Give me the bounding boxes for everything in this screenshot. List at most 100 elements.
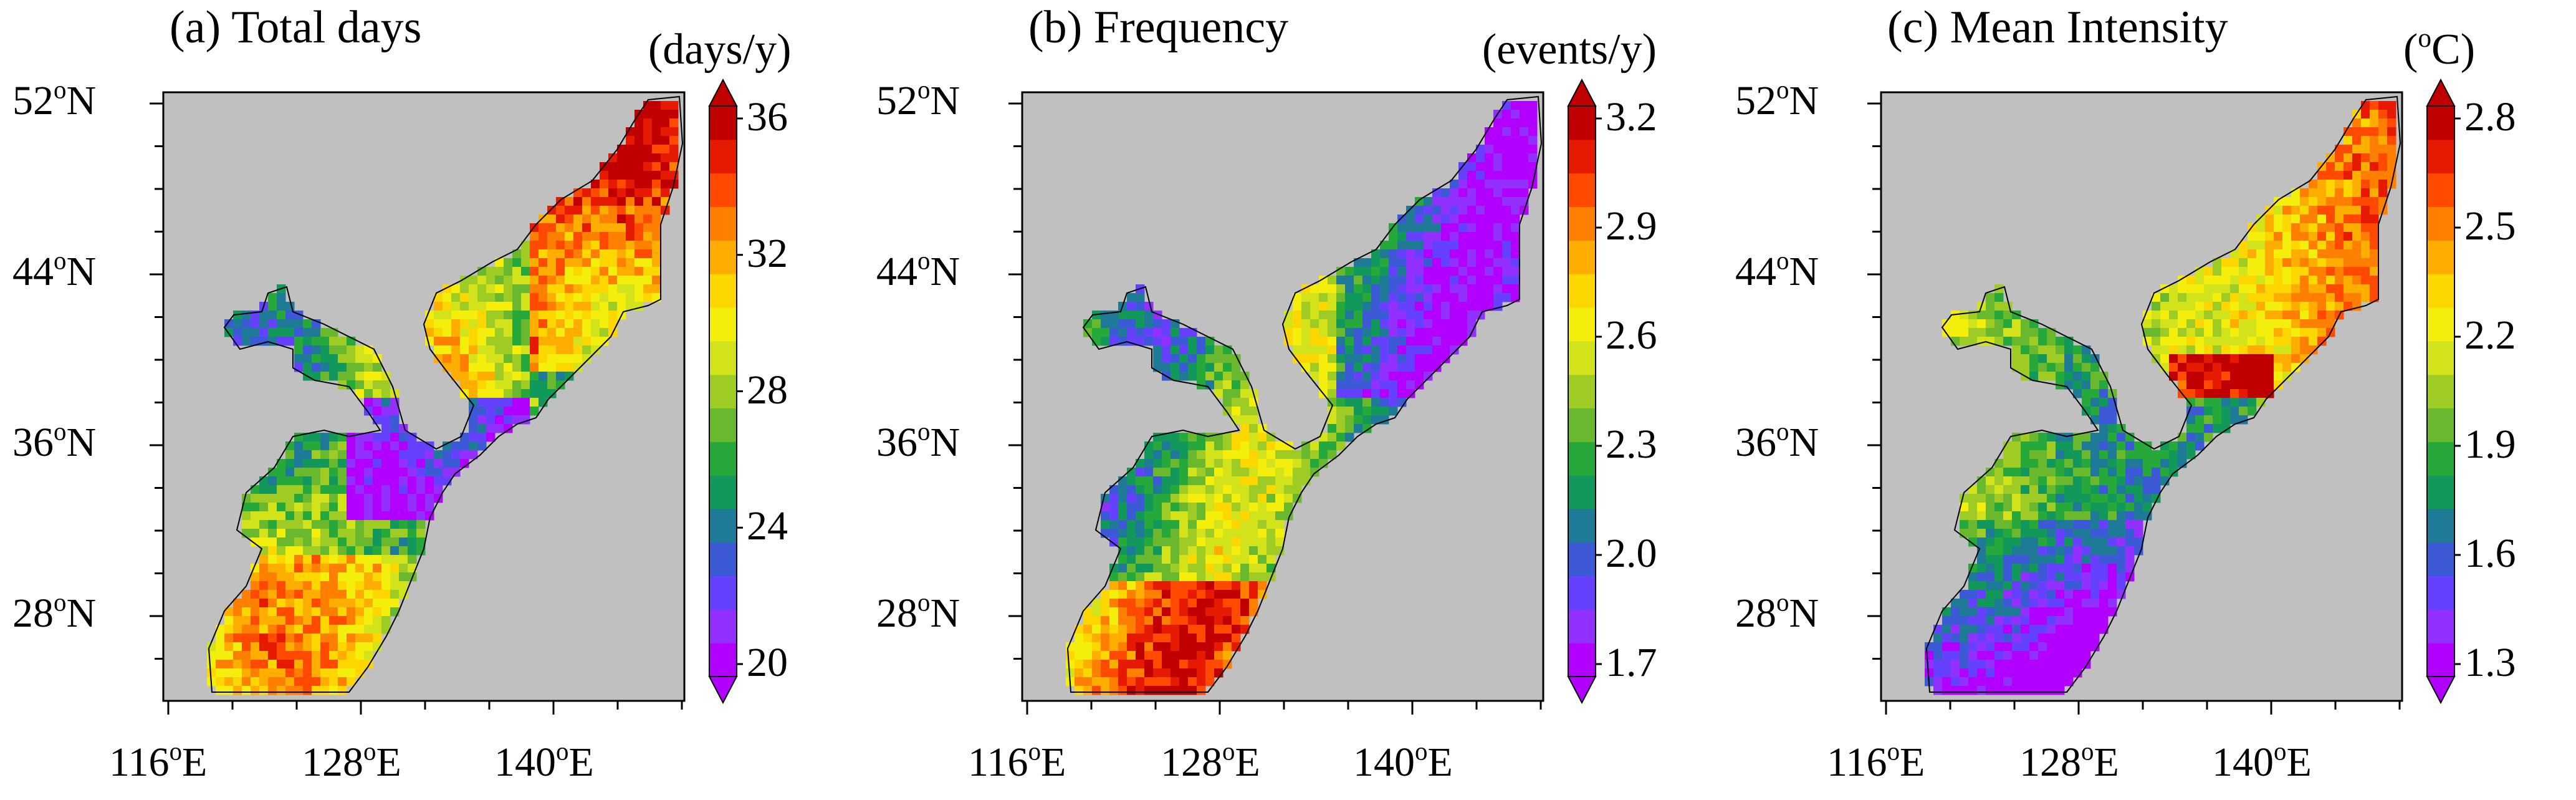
heatmap-cell <box>1284 459 1293 468</box>
heatmap-cell <box>2221 328 2231 337</box>
heatmap-cell <box>1188 607 1197 617</box>
heatmap-cell <box>2186 328 2196 337</box>
heatmap-cell <box>224 634 234 643</box>
heatmap-cell <box>2300 337 2309 346</box>
heatmap-cell <box>2274 319 2283 329</box>
heatmap-cell <box>521 284 530 294</box>
heatmap-cell <box>1951 328 1960 337</box>
heatmap-cell <box>364 441 373 451</box>
heatmap-cell <box>626 153 635 163</box>
heatmap-cell <box>329 468 338 477</box>
heatmap-cell <box>2021 345 2030 355</box>
heatmap-cell <box>2239 337 2248 346</box>
heatmap-cell <box>1485 171 1494 180</box>
heatmap-cell <box>2378 110 2388 119</box>
heatmap-cell <box>259 494 269 503</box>
heatmap-cell <box>2344 145 2353 154</box>
heatmap-cell <box>1476 153 1485 163</box>
heatmap-cell <box>2012 345 2021 355</box>
heatmap-cell <box>2082 503 2091 512</box>
heatmap-cell <box>451 302 461 311</box>
heatmap-cell <box>347 529 356 538</box>
heatmap-cell <box>381 476 391 486</box>
heatmap-cell <box>1205 441 1215 451</box>
heatmap-cell <box>242 607 251 617</box>
colorbar-max-arrow <box>2426 78 2456 107</box>
heatmap-cell <box>2169 311 2178 320</box>
heatmap-cell <box>2082 450 2091 460</box>
heatmap-cell <box>399 590 408 599</box>
heatmap-cell <box>1406 249 1415 259</box>
heatmap-cell <box>2361 197 2370 206</box>
heatmap-cell <box>2352 197 2362 206</box>
heatmap-cell <box>312 503 321 512</box>
colorbar-segment <box>1568 206 1596 241</box>
heatmap-cell <box>1441 293 1450 302</box>
heatmap-cell <box>2309 258 2318 267</box>
heatmap-cell <box>1188 511 1197 521</box>
heatmap-cell <box>216 686 225 695</box>
heatmap-cell <box>1197 668 1206 678</box>
heatmap-cell <box>591 284 600 294</box>
heatmap-cell <box>1328 337 1337 346</box>
heatmap-cell <box>1118 590 1128 599</box>
heatmap-cell <box>2169 354 2178 364</box>
heatmap-cell <box>1109 337 1119 346</box>
heatmap-cell <box>1994 686 2004 695</box>
heatmap-cell <box>1223 398 1232 407</box>
heatmap-cell <box>1380 319 1389 329</box>
heatmap-cell <box>242 634 251 643</box>
heatmap-cell <box>294 546 304 556</box>
heatmap-cell <box>1371 398 1381 407</box>
heatmap-cell <box>329 607 338 617</box>
heatmap-cell <box>2160 311 2170 320</box>
heatmap-cell <box>2021 337 2030 346</box>
heatmap-cell <box>216 660 225 669</box>
heatmap-cell <box>1942 677 1951 687</box>
heatmap-cell <box>2082 564 2091 573</box>
heatmap-cell <box>2239 398 2248 407</box>
heatmap-cell <box>1942 625 1951 634</box>
heatmap-cell <box>1345 311 1354 320</box>
heatmap-cell <box>1986 529 1995 538</box>
heatmap-cell <box>285 572 295 582</box>
heatmap-cell <box>2134 476 2143 486</box>
heatmap-cell <box>1319 328 1328 337</box>
heatmap-cell <box>2300 319 2309 329</box>
heatmap-cell <box>1162 485 1171 494</box>
heatmap-cell <box>2344 302 2353 311</box>
heatmap-cell <box>1188 660 1197 669</box>
heatmap-cell <box>329 476 338 486</box>
heatmap-cell <box>2160 468 2170 477</box>
heatmap-cell <box>2326 206 2335 215</box>
heatmap-cell <box>1109 319 1119 329</box>
heatmap-cell <box>626 267 635 276</box>
heatmap-cell <box>2326 249 2335 259</box>
heatmap-cell <box>2256 354 2266 364</box>
heatmap-cell <box>2317 311 2327 320</box>
heatmap-cell <box>312 485 321 494</box>
heatmap-cell <box>1345 380 1354 390</box>
heatmap-cell <box>2056 459 2065 468</box>
heatmap-cell <box>1493 162 1503 171</box>
heatmap-cell <box>224 651 234 660</box>
heatmap-cell <box>1362 407 1372 416</box>
heatmap-cell <box>2012 599 2021 608</box>
heatmap-cell <box>600 249 609 259</box>
heatmap-cell <box>1197 372 1206 381</box>
heatmap-cell <box>2204 380 2213 390</box>
heatmap-cell <box>2370 153 2379 163</box>
heatmap-cell <box>1171 616 1180 625</box>
heatmap-cell <box>399 511 408 521</box>
heatmap-cell <box>2169 328 2178 337</box>
heatmap-cell <box>547 328 557 337</box>
heatmap-cell <box>600 293 609 302</box>
heatmap-cell <box>329 441 338 451</box>
heatmap-cell <box>2064 564 2074 573</box>
heatmap-cell <box>1293 468 1302 477</box>
heatmap-cell <box>1371 319 1381 329</box>
heatmap-cell <box>1424 319 1433 329</box>
heatmap-cell <box>312 520 321 529</box>
heatmap-cell <box>251 668 260 678</box>
heatmap-cell <box>399 450 408 460</box>
